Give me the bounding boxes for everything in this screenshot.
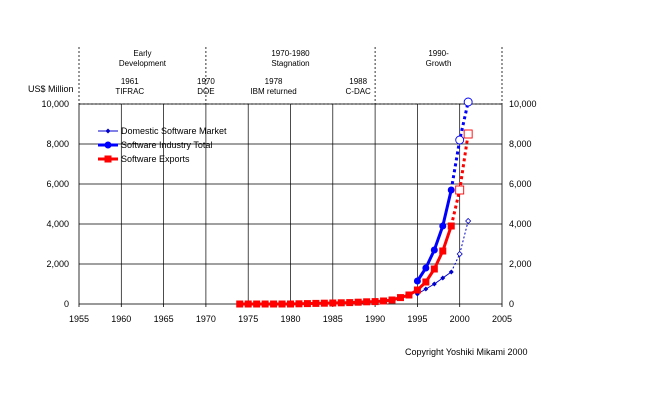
x-tick-label: 1965 — [154, 314, 174, 324]
series-circle — [413, 97, 473, 285]
x-tick-label: 1970 — [196, 314, 216, 324]
data-point — [447, 222, 455, 230]
y-tick-label-left: 0 — [64, 299, 69, 309]
series-layer — [236, 97, 473, 308]
data-point — [287, 300, 294, 308]
era-label: 1990-Growth — [426, 49, 452, 68]
data-point — [278, 300, 286, 308]
x-tick-label: 1955 — [69, 314, 89, 324]
projected-point — [456, 250, 463, 258]
x-tick-label: 1960 — [111, 314, 131, 324]
data-point — [440, 275, 446, 281]
data-point — [388, 296, 396, 304]
data-point — [236, 300, 244, 308]
data-point — [354, 298, 362, 306]
data-point — [413, 277, 421, 285]
legend: Domestic Software Market Software Industr… — [98, 126, 227, 164]
data-point — [448, 269, 454, 275]
axes: 1955 1960 1965 1970 1975 1980 1985 1990 1995 2000… — [41, 99, 536, 324]
data-point — [431, 281, 437, 287]
projected-point — [465, 217, 472, 225]
data-point — [346, 299, 354, 307]
y-tick-label-right: 4,000 — [509, 219, 532, 229]
x-tick-label: 2005 — [492, 314, 512, 324]
data-point — [337, 299, 345, 307]
era-label: 1970-1980 Stagnation — [271, 49, 310, 68]
data-point — [413, 286, 421, 294]
x-tick-label: 1980 — [280, 314, 300, 324]
copyright-annotation: Copyright Yoshiki Mikami 2000 — [405, 347, 528, 357]
projected-point — [455, 185, 465, 195]
data-point — [423, 286, 429, 292]
data-point — [447, 186, 455, 194]
data-point — [312, 299, 320, 307]
series-square — [236, 129, 473, 308]
era-band: Early Development 1970-1980 Stagnation 1990-… — [78, 47, 503, 104]
projected-point — [455, 135, 465, 145]
y-tick-label-right: 0 — [509, 299, 514, 309]
y-tick-label-right: 6,000 — [509, 179, 532, 189]
data-point — [253, 300, 261, 308]
data-point — [380, 297, 388, 305]
y-tick-label-left: 2,000 — [46, 259, 69, 269]
data-point — [270, 300, 278, 308]
data-point — [422, 264, 430, 272]
data-point — [439, 247, 447, 255]
projected-point — [463, 97, 473, 107]
data-point — [295, 300, 303, 308]
legend-marker — [104, 141, 112, 149]
data-point — [430, 265, 438, 273]
projected-point — [463, 129, 473, 139]
data-point — [430, 246, 438, 254]
data-point — [396, 294, 404, 302]
data-point — [303, 300, 311, 308]
x-tick-label: 2000 — [450, 314, 470, 324]
event-label: 1961 TIFRAC — [115, 77, 144, 96]
y-tick-label-right: 10,000 — [509, 99, 537, 109]
y-tick-label-left: 4,000 — [46, 219, 69, 229]
data-point — [363, 298, 371, 306]
y-axis-label: US$ Million — [28, 84, 74, 94]
era-label: Early Development — [119, 49, 167, 68]
legend-marker — [105, 128, 111, 134]
legend-label: Software Exports — [121, 154, 190, 164]
data-point — [244, 300, 252, 308]
event-label: 1978 IBM returned — [250, 77, 296, 96]
data-point — [261, 300, 269, 308]
legend-label: Domestic Software Market — [121, 126, 227, 136]
data-point — [320, 299, 328, 307]
x-tick-label: 1995 — [407, 314, 427, 324]
event-label: 1970 DOE — [197, 77, 215, 96]
y-tick-label-left: 10,000 — [41, 99, 69, 109]
y-tick-label-right: 8,000 — [509, 139, 532, 149]
legend-marker — [104, 155, 112, 163]
data-point — [329, 299, 337, 307]
event-label: 1988 C-DAC — [346, 77, 372, 96]
y-tick-label-left: 6,000 — [46, 179, 69, 189]
data-point — [405, 291, 413, 299]
y-tick-label-left: 8,000 — [46, 139, 69, 149]
legend-label: Software Industry Total — [121, 140, 212, 150]
y-tick-label-right: 2,000 — [509, 259, 532, 269]
data-point — [371, 298, 379, 306]
data-point — [422, 278, 430, 286]
x-tick-label: 1990 — [365, 314, 385, 324]
x-tick-label: 1975 — [238, 314, 258, 324]
data-point — [439, 222, 447, 230]
x-tick-label: 1985 — [323, 314, 343, 324]
